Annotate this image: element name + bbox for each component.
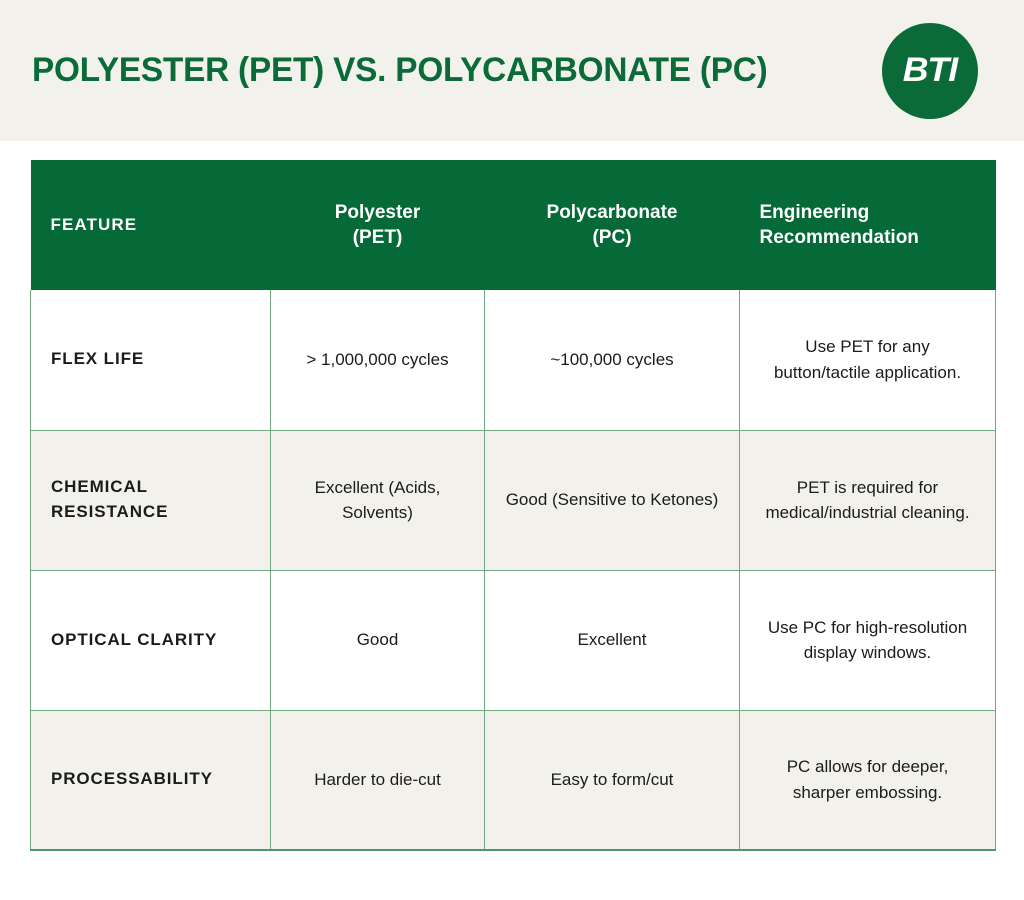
cell-recommendation: Use PET for any button/tactile applicati…: [739, 290, 996, 431]
cell-recommendation: PET is required for medical/industrial c…: [739, 429, 996, 571]
cell-polycarbonate: Easy to form/cut: [484, 709, 740, 851]
table-header-row: FEATURE Polyester (PET) Polycarbonate (P…: [30, 160, 996, 290]
column-header-recommendation: Engineering Recommendation: [740, 160, 996, 290]
header-banner: POLYESTER (PET) VS. POLYCARBONATE (PC) B…: [0, 0, 1024, 141]
column-header-polyester-line1: Polyester: [334, 201, 421, 223]
column-header-recommendation-line1: Engineering: [759, 201, 870, 223]
cell-feature: FLEX LIFE: [30, 290, 271, 431]
bti-logo-text: BTI: [902, 51, 958, 89]
table-row: FLEX LIFE > 1,000,000 cycles ~100,000 cy…: [30, 290, 996, 431]
cell-polycarbonate: Excellent: [484, 569, 740, 711]
column-header-polycarbonate: Polycarbonate (PC): [485, 160, 740, 290]
bti-logo: BTI: [882, 22, 978, 119]
cell-polycarbonate: Good (Sensitive to Ketones): [484, 429, 740, 571]
column-header-polycarbonate-line1: Polycarbonate: [546, 201, 678, 223]
cell-polyester: > 1,000,000 cycles: [270, 290, 485, 431]
cell-feature: OPTICAL CLARITY: [30, 569, 271, 711]
comparison-table: FEATURE Polyester (PET) Polycarbonate (P…: [30, 160, 996, 851]
cell-polyester: Excellent (Acids, Solvents): [270, 429, 485, 571]
table-header: FEATURE Polyester (PET) Polycarbonate (P…: [30, 160, 996, 290]
page-title: POLYESTER (PET) VS. POLYCARBONATE (PC): [32, 50, 768, 89]
cell-polyester: Good: [270, 569, 485, 711]
table-row: CHEMICAL RESISTANCE Excellent (Acids, So…: [30, 429, 996, 571]
cell-feature: PROCESSABILITY: [30, 709, 271, 851]
table-row: PROCESSABILITY Harder to die-cut Easy to…: [30, 709, 996, 851]
cell-polyester: Harder to die-cut: [270, 709, 485, 851]
table-body: FLEX LIFE > 1,000,000 cycles ~100,000 cy…: [30, 290, 996, 851]
column-header-polyester: Polyester (PET): [271, 160, 485, 290]
cell-recommendation: PC allows for deeper, sharper embossing.: [739, 709, 996, 851]
column-header-recommendation-line2: Recommendation: [759, 227, 919, 248]
column-header-polycarbonate-line2: (PC): [592, 227, 632, 248]
cell-feature: CHEMICAL RESISTANCE: [30, 429, 271, 571]
column-header-polyester-line2: (PET): [352, 227, 403, 248]
cell-recommendation: Use PC for high-resolution display windo…: [739, 569, 996, 711]
column-header-feature: FEATURE: [50, 214, 138, 234]
table-row: OPTICAL CLARITY Good Excellent Use PC fo…: [30, 569, 996, 711]
cell-polycarbonate: ~100,000 cycles: [484, 290, 740, 431]
